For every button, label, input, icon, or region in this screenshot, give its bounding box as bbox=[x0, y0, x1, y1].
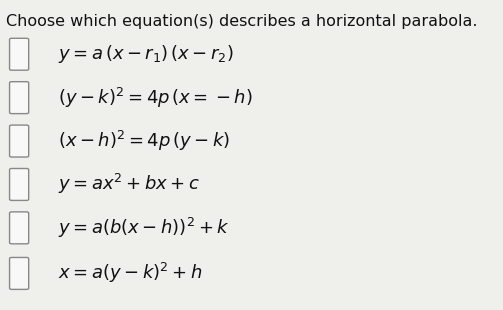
Text: $x = a(y - k)^2 + h$: $x = a(y - k)^2 + h$ bbox=[58, 261, 202, 286]
Text: Choose which equation(s) describes a horizontal parabola.: Choose which equation(s) describes a hor… bbox=[6, 14, 477, 29]
Text: $y = a\,(x - r_1)\,(x - r_2)$: $y = a\,(x - r_1)\,(x - r_2)$ bbox=[58, 43, 234, 65]
Text: $(x - h)^2 = 4p\,(y - k)$: $(x - h)^2 = 4p\,(y - k)$ bbox=[58, 129, 230, 153]
FancyBboxPatch shape bbox=[10, 125, 29, 157]
Text: $y = a(b(x - h))^2 + k$: $y = a(b(x - h))^2 + k$ bbox=[58, 216, 229, 240]
FancyBboxPatch shape bbox=[10, 168, 29, 200]
FancyBboxPatch shape bbox=[10, 257, 29, 290]
FancyBboxPatch shape bbox=[10, 212, 29, 244]
FancyBboxPatch shape bbox=[10, 38, 29, 70]
FancyBboxPatch shape bbox=[10, 82, 29, 113]
Text: $(y - k)^2 = 4p\,(x = -h)$: $(y - k)^2 = 4p\,(x = -h)$ bbox=[58, 86, 253, 110]
Text: $y = ax^2 + bx + c$: $y = ax^2 + bx + c$ bbox=[58, 172, 200, 197]
